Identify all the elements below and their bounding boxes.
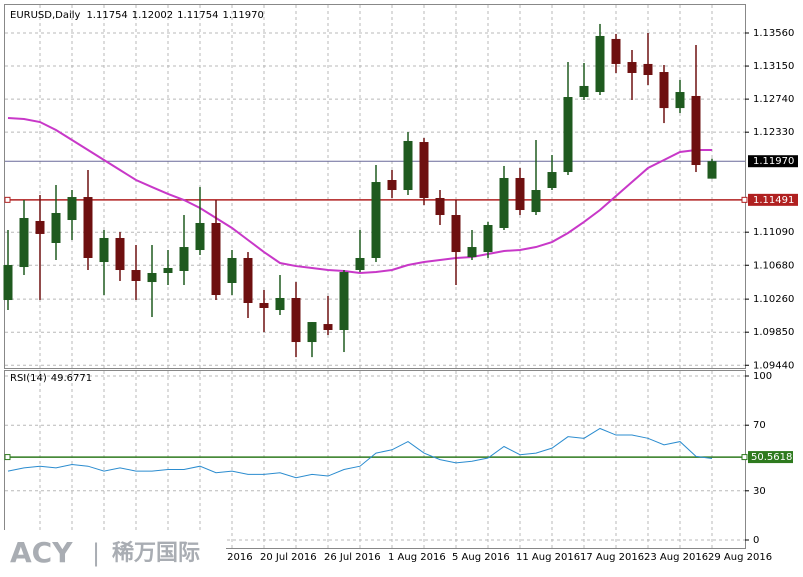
separator: | [92, 539, 100, 567]
level-box [748, 193, 798, 206]
rsi-name: RSI(14) [10, 373, 47, 384]
y-tick-label: 1.09440 [753, 360, 794, 371]
x-tick-label: 23 Aug 2016 [644, 552, 708, 563]
ohlc: 1.11970 [223, 10, 264, 21]
current-price-box [748, 155, 798, 168]
candle-body [83, 197, 93, 258]
candle-body [131, 270, 141, 281]
candle-body [323, 324, 333, 331]
candle-body [419, 142, 429, 198]
candle-body [435, 197, 445, 216]
candle-body [275, 297, 285, 311]
candle-body [579, 85, 589, 98]
level-box [748, 451, 793, 464]
moving-average [7, 116, 712, 274]
watermark-bg [0, 530, 226, 577]
y-tick-label: 0 [753, 535, 759, 546]
y-tick-label: 70 [753, 420, 766, 431]
level-marker [741, 196, 748, 203]
brand-name: 稀万国际 [112, 540, 200, 566]
candle-body [19, 217, 29, 268]
y-tick-label: 1.12330 [753, 127, 794, 138]
watermark: ACY | 稀万国际 [0, 530, 226, 577]
symbol: EURUSD,Daily [10, 10, 81, 21]
level-marker [741, 454, 748, 461]
candle-body [195, 222, 205, 251]
candle-body [595, 35, 605, 93]
y-tick-label: 1.12740 [753, 94, 794, 105]
candle-body [339, 272, 349, 331]
ohlc: 1.11754 [177, 10, 218, 21]
candle-body [163, 267, 173, 273]
ohlc: 1.11754 [86, 10, 127, 21]
level-marker [4, 454, 11, 461]
plot [3, 23, 748, 479]
x-tick-label: 5 Aug 2016 [452, 552, 510, 563]
y-tick-label: 1.13560 [753, 28, 794, 39]
candle-body [707, 161, 717, 179]
y-tick-label: 1.10260 [753, 294, 794, 305]
chart-title: EURUSD,Daily 1.11754 1.12002 1.11754 1.11970 [10, 10, 264, 21]
x-tick-label: 20 Jul 2016 [260, 552, 317, 563]
brand: ACY [10, 536, 73, 569]
candle-body [387, 180, 397, 191]
current-price-label: 1.11970 [753, 156, 794, 167]
x-tick-label: 11 Aug 2016 [516, 552, 580, 563]
ohlc: 1.12002 [132, 10, 173, 21]
candle-body [243, 257, 253, 303]
x-tick-label: 26 Jul 2016 [324, 552, 381, 563]
candle-body [291, 297, 301, 343]
candle-body [147, 272, 157, 283]
x-tick-label: 29 Aug 2016 [708, 552, 772, 563]
candle-body [355, 257, 365, 271]
candle-body [643, 63, 653, 76]
candle-body [451, 215, 461, 253]
y-tick-label: 1.13150 [753, 61, 794, 72]
candle-body [371, 182, 381, 258]
candle-body [531, 190, 541, 213]
candle-body [499, 177, 509, 228]
rsi-value: 49.6771 [51, 373, 92, 384]
candle-body [563, 97, 573, 173]
rsi-line [7, 427, 713, 479]
candle-body [691, 95, 701, 166]
candle-body [179, 247, 189, 271]
y-tick-label: 1.09850 [753, 327, 794, 338]
level-label: 50.5618 [751, 452, 792, 463]
x-tick-label: 17 Aug 2016 [580, 552, 644, 563]
level-marker [4, 196, 11, 203]
candle-body [467, 247, 477, 258]
candle-body [307, 322, 317, 343]
candle-body [227, 257, 237, 283]
candle-body [259, 302, 269, 308]
rsi-title: RSI(14) 49.6771 [10, 373, 92, 384]
candle-body [659, 72, 669, 109]
candle-body [67, 197, 77, 221]
candle-body [3, 265, 13, 301]
candle-body [211, 222, 221, 296]
y-tick-label: 1.11090 [753, 227, 794, 238]
candle-body [483, 225, 493, 253]
y-tick-label: 30 [753, 486, 766, 497]
candle-body [675, 92, 685, 109]
candle-body [51, 212, 61, 243]
candle-body [515, 177, 525, 211]
candle-body [35, 220, 45, 234]
candle-body [611, 38, 621, 64]
candle-body [627, 62, 637, 73]
candle-body [99, 237, 109, 263]
x-tick-label: 1 Aug 2016 [388, 552, 446, 563]
y-tick-label: 100 [753, 371, 772, 382]
candle-body [403, 140, 413, 191]
candle-body [547, 172, 557, 188]
level-label: 1.11491 [753, 195, 794, 206]
candle-body [115, 237, 125, 271]
price-panel [4, 4, 746, 369]
y-tick-label: 1.10680 [753, 260, 794, 271]
